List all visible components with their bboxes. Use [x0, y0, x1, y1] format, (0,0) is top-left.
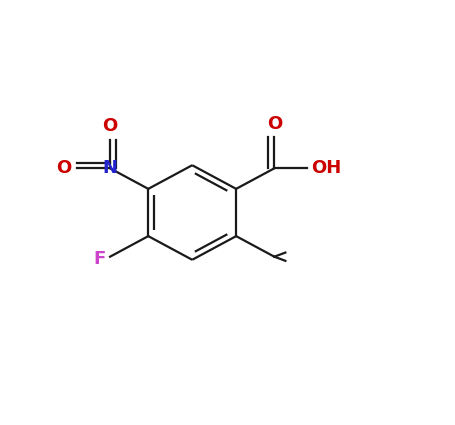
Text: O: O	[56, 159, 72, 177]
Text: N: N	[102, 159, 117, 177]
Text: F: F	[93, 250, 106, 268]
Text: O: O	[267, 115, 282, 133]
Text: O: O	[102, 116, 118, 135]
Text: OH: OH	[311, 159, 341, 177]
